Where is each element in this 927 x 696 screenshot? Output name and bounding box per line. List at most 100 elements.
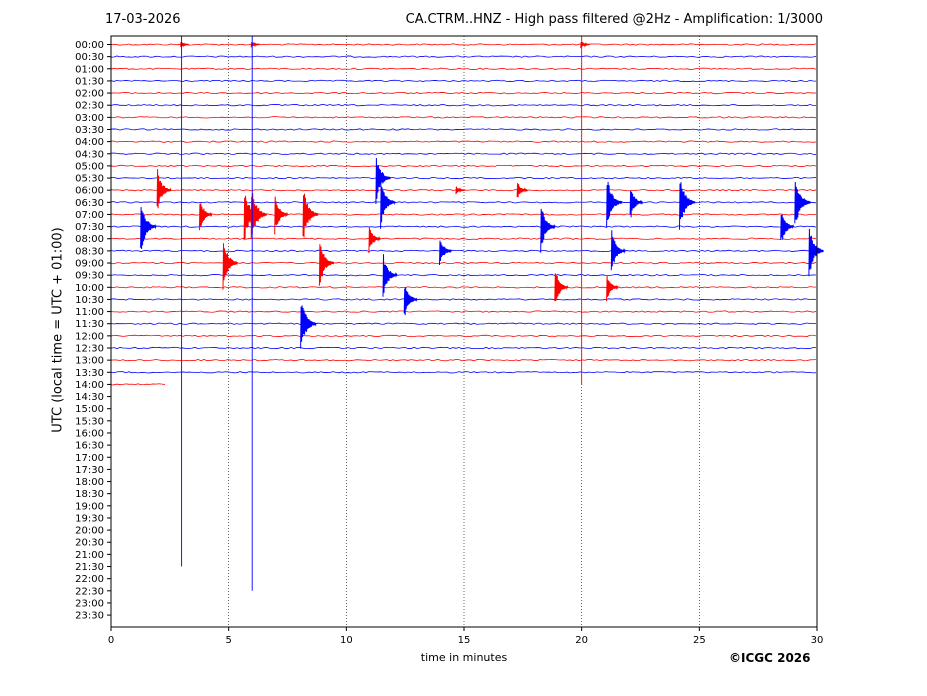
event-waveform: [554, 273, 569, 302]
chart-title: CA.CTRM..HNZ - High pass filtered @2Hz -…: [405, 12, 823, 27]
y-tick-label: 07:30: [75, 222, 104, 233]
y-tick-label: 01:30: [75, 76, 104, 87]
trace-row: [110, 371, 817, 374]
event-waveform: [403, 286, 418, 316]
x-tick-label: 0: [108, 635, 114, 646]
y-tick-label: 04:00: [75, 137, 104, 148]
trace-row: [110, 91, 817, 95]
trace-row: [110, 334, 817, 337]
y-tick-label: 05:30: [75, 174, 104, 185]
y-tick-label: 06:30: [75, 198, 104, 209]
y-tick-label: 12:30: [75, 344, 104, 355]
event-waveform: [375, 157, 391, 205]
trace-row: [110, 104, 817, 107]
y-tick-label: 15:30: [75, 416, 104, 427]
y-tick-label: 08:30: [75, 246, 104, 257]
trace-row: [110, 310, 817, 313]
trace-row: [110, 140, 817, 143]
trace-row: [110, 286, 817, 289]
y-tick-label: 02:00: [75, 89, 104, 100]
y-tick-label: 19:00: [75, 501, 104, 512]
x-tick-label: 25: [693, 635, 706, 646]
y-tick-label: 17:00: [75, 453, 104, 464]
event-waveform: [222, 243, 238, 290]
event-waveform: [808, 228, 824, 277]
trace-lines: [110, 43, 817, 386]
x-tick-label: 20: [575, 635, 588, 646]
event-waveform: [679, 182, 696, 230]
trace-row: [110, 298, 817, 301]
trace-row: [110, 322, 817, 325]
trace-row: [110, 274, 817, 277]
event-waveform: [540, 208, 556, 253]
y-tick-label: 22:00: [75, 574, 104, 585]
plot-frame: [110, 35, 818, 628]
event-waveform: [439, 240, 452, 266]
y-tick-label: 11:30: [75, 319, 104, 330]
copyright-label: ©ICGC 2026: [729, 651, 811, 665]
event-waveform: [455, 186, 466, 195]
trace-row: [110, 164, 817, 168]
y-tick-label: 00:00: [75, 40, 104, 51]
x-axis-label: time in minutes: [420, 651, 508, 664]
event-waveform: [380, 185, 396, 229]
event-waveform: [368, 227, 381, 254]
x-axis-ticks: 0 5 10 15 20 25 30: [108, 627, 824, 646]
trace-row: [110, 225, 817, 228]
trace-row: [110, 55, 817, 58]
y-tick-label: 02:30: [75, 101, 104, 112]
event-waveform: [140, 206, 157, 250]
y-tick-label: 03:30: [75, 125, 104, 136]
x-tick-label: 30: [811, 635, 824, 646]
y-tick-label: 05:00: [75, 161, 104, 172]
y-tick-label: 13:30: [75, 368, 104, 379]
y-tick-label: 15:00: [75, 404, 104, 415]
y-tick-label: 16:00: [75, 428, 104, 439]
y-tick-label: 01:00: [75, 64, 104, 75]
y-tick-label: 18:30: [75, 489, 104, 500]
event-waveform: [156, 169, 172, 209]
event-waveform: [198, 203, 213, 231]
y-tick-label: 23:00: [75, 598, 104, 609]
event-waveform: [629, 190, 644, 218]
y-tick-label: 07:00: [75, 210, 104, 221]
trace-row: [110, 346, 817, 350]
trace-row: [110, 383, 166, 386]
y-tick-label: 19:30: [75, 513, 104, 524]
y-tick-label: 21:30: [75, 562, 104, 573]
y-tick-label: 08:00: [75, 234, 104, 245]
event-waveform: [606, 181, 623, 228]
trace-row: [110, 152, 817, 155]
seismic-events: [140, 41, 824, 349]
y-tick-label: 16:30: [75, 441, 104, 452]
event-waveform: [794, 181, 811, 224]
y-tick-label: 12:00: [75, 331, 104, 342]
event-waveform: [610, 230, 626, 271]
x-tick-label: 5: [225, 635, 231, 646]
y-tick-label: 20:30: [75, 538, 104, 549]
x-tick-label: 15: [458, 635, 471, 646]
event-waveform: [780, 214, 795, 240]
y-tick-label: 09:00: [75, 259, 104, 270]
y-tick-label: 10:00: [75, 283, 104, 294]
y-tick-label: 04:30: [75, 149, 104, 160]
vertical-spikes: [181, 36, 583, 591]
trace-row: [110, 261, 817, 265]
event-waveform: [302, 193, 319, 238]
trace-row: [110, 237, 817, 240]
y-tick-label: 14:30: [75, 392, 104, 403]
y-tick-label: 18:00: [75, 477, 104, 488]
event-waveform: [274, 196, 289, 235]
event-waveform: [318, 244, 335, 286]
y-tick-label: 10:30: [75, 295, 104, 306]
trace-row: [110, 201, 817, 204]
event-waveform: [250, 193, 268, 239]
y-tick-label: 21:00: [75, 550, 104, 561]
trace-row: [110, 43, 817, 46]
trace-row: [110, 116, 817, 119]
y-tick-label: 17:30: [75, 465, 104, 476]
y-tick-label: 20:00: [75, 526, 104, 537]
trace-row: [110, 359, 817, 362]
event-waveform: [382, 254, 398, 297]
